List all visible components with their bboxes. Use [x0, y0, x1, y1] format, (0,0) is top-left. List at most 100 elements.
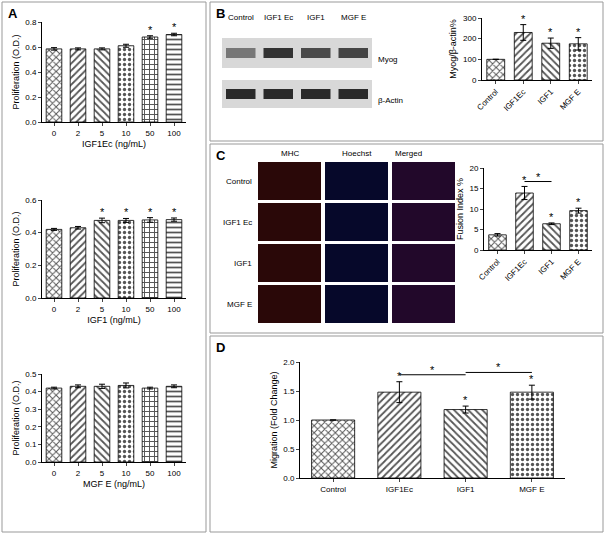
svg-text:IGF1Ec: IGF1Ec — [386, 485, 413, 494]
svg-text:10: 10 — [122, 129, 131, 138]
svg-text:10: 10 — [122, 305, 131, 314]
svg-text:0.1: 0.1 — [25, 440, 37, 449]
svg-text:*: * — [536, 171, 541, 183]
svg-text:200: 200 — [463, 34, 477, 43]
svg-text:5: 5 — [474, 225, 479, 234]
svg-text:Myog: Myog — [378, 55, 398, 64]
svg-text:*: * — [548, 26, 553, 38]
svg-text:0.4: 0.4 — [25, 68, 37, 77]
svg-text:Control: Control — [320, 485, 346, 494]
svg-text:MGF E: MGF E — [227, 300, 252, 309]
svg-text:MGF E: MGF E — [519, 485, 544, 494]
svg-text:100: 100 — [167, 469, 181, 478]
svg-text:0.3: 0.3 — [25, 405, 37, 414]
svg-text:*: * — [148, 24, 153, 36]
svg-text:0.0: 0.0 — [25, 118, 37, 127]
svg-text:Migration (Fold Change): Migration (Fold Change) — [269, 371, 279, 468]
svg-text:*: * — [549, 211, 554, 223]
svg-text:IGF1 Ec: IGF1 Ec — [264, 13, 293, 22]
svg-text:15: 15 — [469, 184, 478, 193]
svg-text:50: 50 — [146, 129, 155, 138]
svg-text:5: 5 — [100, 129, 105, 138]
svg-text:MGF E: MGF E — [341, 13, 366, 22]
svg-text:0.2: 0.2 — [25, 423, 37, 432]
svg-text:IGF1 Ec: IGF1 Ec — [223, 218, 252, 227]
svg-text:5: 5 — [100, 469, 105, 478]
svg-text:IGF1: IGF1 — [234, 259, 252, 268]
svg-text:IGF1Ec: IGF1Ec — [502, 87, 528, 113]
svg-text:C: C — [216, 148, 226, 163]
svg-text:50: 50 — [146, 305, 155, 314]
svg-text:2: 2 — [76, 469, 81, 478]
svg-text:2: 2 — [76, 129, 81, 138]
svg-text:β-Actin: β-Actin — [378, 96, 403, 105]
svg-text:0: 0 — [472, 76, 477, 85]
svg-text:Control: Control — [477, 257, 502, 282]
svg-text:Control: Control — [475, 87, 500, 112]
svg-text:*: * — [124, 206, 129, 218]
svg-text:Proliferation (O.D.): Proliferation (O.D.) — [11, 380, 21, 455]
svg-text:100: 100 — [463, 55, 477, 64]
svg-text:0.4: 0.4 — [25, 387, 37, 396]
svg-text:Proliferation (O.D.): Proliferation (O.D.) — [11, 211, 21, 286]
svg-text:Control: Control — [226, 177, 252, 186]
svg-text:*: * — [576, 26, 581, 38]
svg-text:Proliferation (O.D.): Proliferation (O.D.) — [11, 34, 21, 109]
svg-text:Myog/β-actin%: Myog/β-actin% — [448, 19, 458, 79]
svg-text:0: 0 — [52, 129, 57, 138]
svg-text:Control: Control — [228, 13, 254, 22]
svg-text:0: 0 — [52, 469, 57, 478]
svg-text:*: * — [576, 196, 581, 208]
svg-text:0.5: 0.5 — [283, 445, 295, 454]
svg-text:IGF1: IGF1 — [537, 257, 556, 276]
svg-text:0.8: 0.8 — [25, 18, 37, 27]
svg-text:A: A — [8, 6, 18, 21]
svg-text:*: * — [172, 21, 177, 33]
svg-text:MHC: MHC — [281, 149, 299, 158]
svg-text:*: * — [172, 206, 177, 218]
svg-text:0.4: 0.4 — [25, 228, 37, 237]
svg-text:0.6: 0.6 — [25, 43, 37, 52]
svg-text:5: 5 — [100, 305, 105, 314]
svg-text:IGF1: IGF1 — [307, 13, 325, 22]
svg-text:*: * — [148, 206, 153, 218]
svg-text:IGF1 (ng/mL): IGF1 (ng/mL) — [87, 315, 141, 325]
svg-text:MGF E: MGF E — [558, 257, 582, 281]
svg-text:2: 2 — [76, 305, 81, 314]
svg-text:0.6: 0.6 — [25, 196, 37, 205]
svg-text:0.0: 0.0 — [283, 474, 295, 483]
svg-text:300: 300 — [463, 14, 477, 23]
svg-text:0.0: 0.0 — [25, 294, 37, 303]
svg-text:100: 100 — [167, 129, 181, 138]
svg-text:*: * — [496, 361, 501, 373]
svg-text:10: 10 — [122, 469, 131, 478]
svg-text:2.0: 2.0 — [283, 358, 295, 367]
svg-text:0.0: 0.0 — [25, 458, 37, 467]
svg-text:Hoechst: Hoechst — [342, 149, 372, 158]
svg-text:D: D — [216, 340, 225, 355]
svg-text:1.5: 1.5 — [283, 387, 295, 396]
svg-text:IGF1: IGF1 — [457, 485, 475, 494]
svg-text:0.5: 0.5 — [25, 370, 37, 379]
svg-text:*: * — [529, 373, 534, 385]
svg-text:10: 10 — [469, 205, 478, 214]
svg-text:20: 20 — [469, 164, 478, 173]
svg-text:IGF1: IGF1 — [536, 87, 555, 106]
svg-text:Fusion Index %: Fusion Index % — [455, 178, 465, 240]
svg-text:B: B — [216, 6, 225, 21]
svg-text:100: 100 — [167, 305, 181, 314]
svg-text:0.2: 0.2 — [25, 93, 37, 102]
svg-text:0: 0 — [52, 305, 57, 314]
svg-text:50: 50 — [146, 469, 155, 478]
svg-text:0.2: 0.2 — [25, 261, 37, 270]
svg-text:*: * — [521, 13, 526, 25]
svg-text:MGF E: MGF E — [558, 87, 582, 111]
svg-text:*: * — [397, 370, 402, 382]
svg-text:IGF1Ec: IGF1Ec — [503, 257, 529, 283]
svg-text:0: 0 — [474, 246, 479, 255]
svg-text:MGF E (ng/mL): MGF E (ng/mL) — [83, 479, 145, 489]
svg-text:*: * — [100, 206, 105, 218]
svg-text:Merged: Merged — [395, 149, 422, 158]
svg-text:*: * — [463, 394, 468, 406]
svg-text:IGF1Ec (ng/mL): IGF1Ec (ng/mL) — [82, 139, 146, 149]
